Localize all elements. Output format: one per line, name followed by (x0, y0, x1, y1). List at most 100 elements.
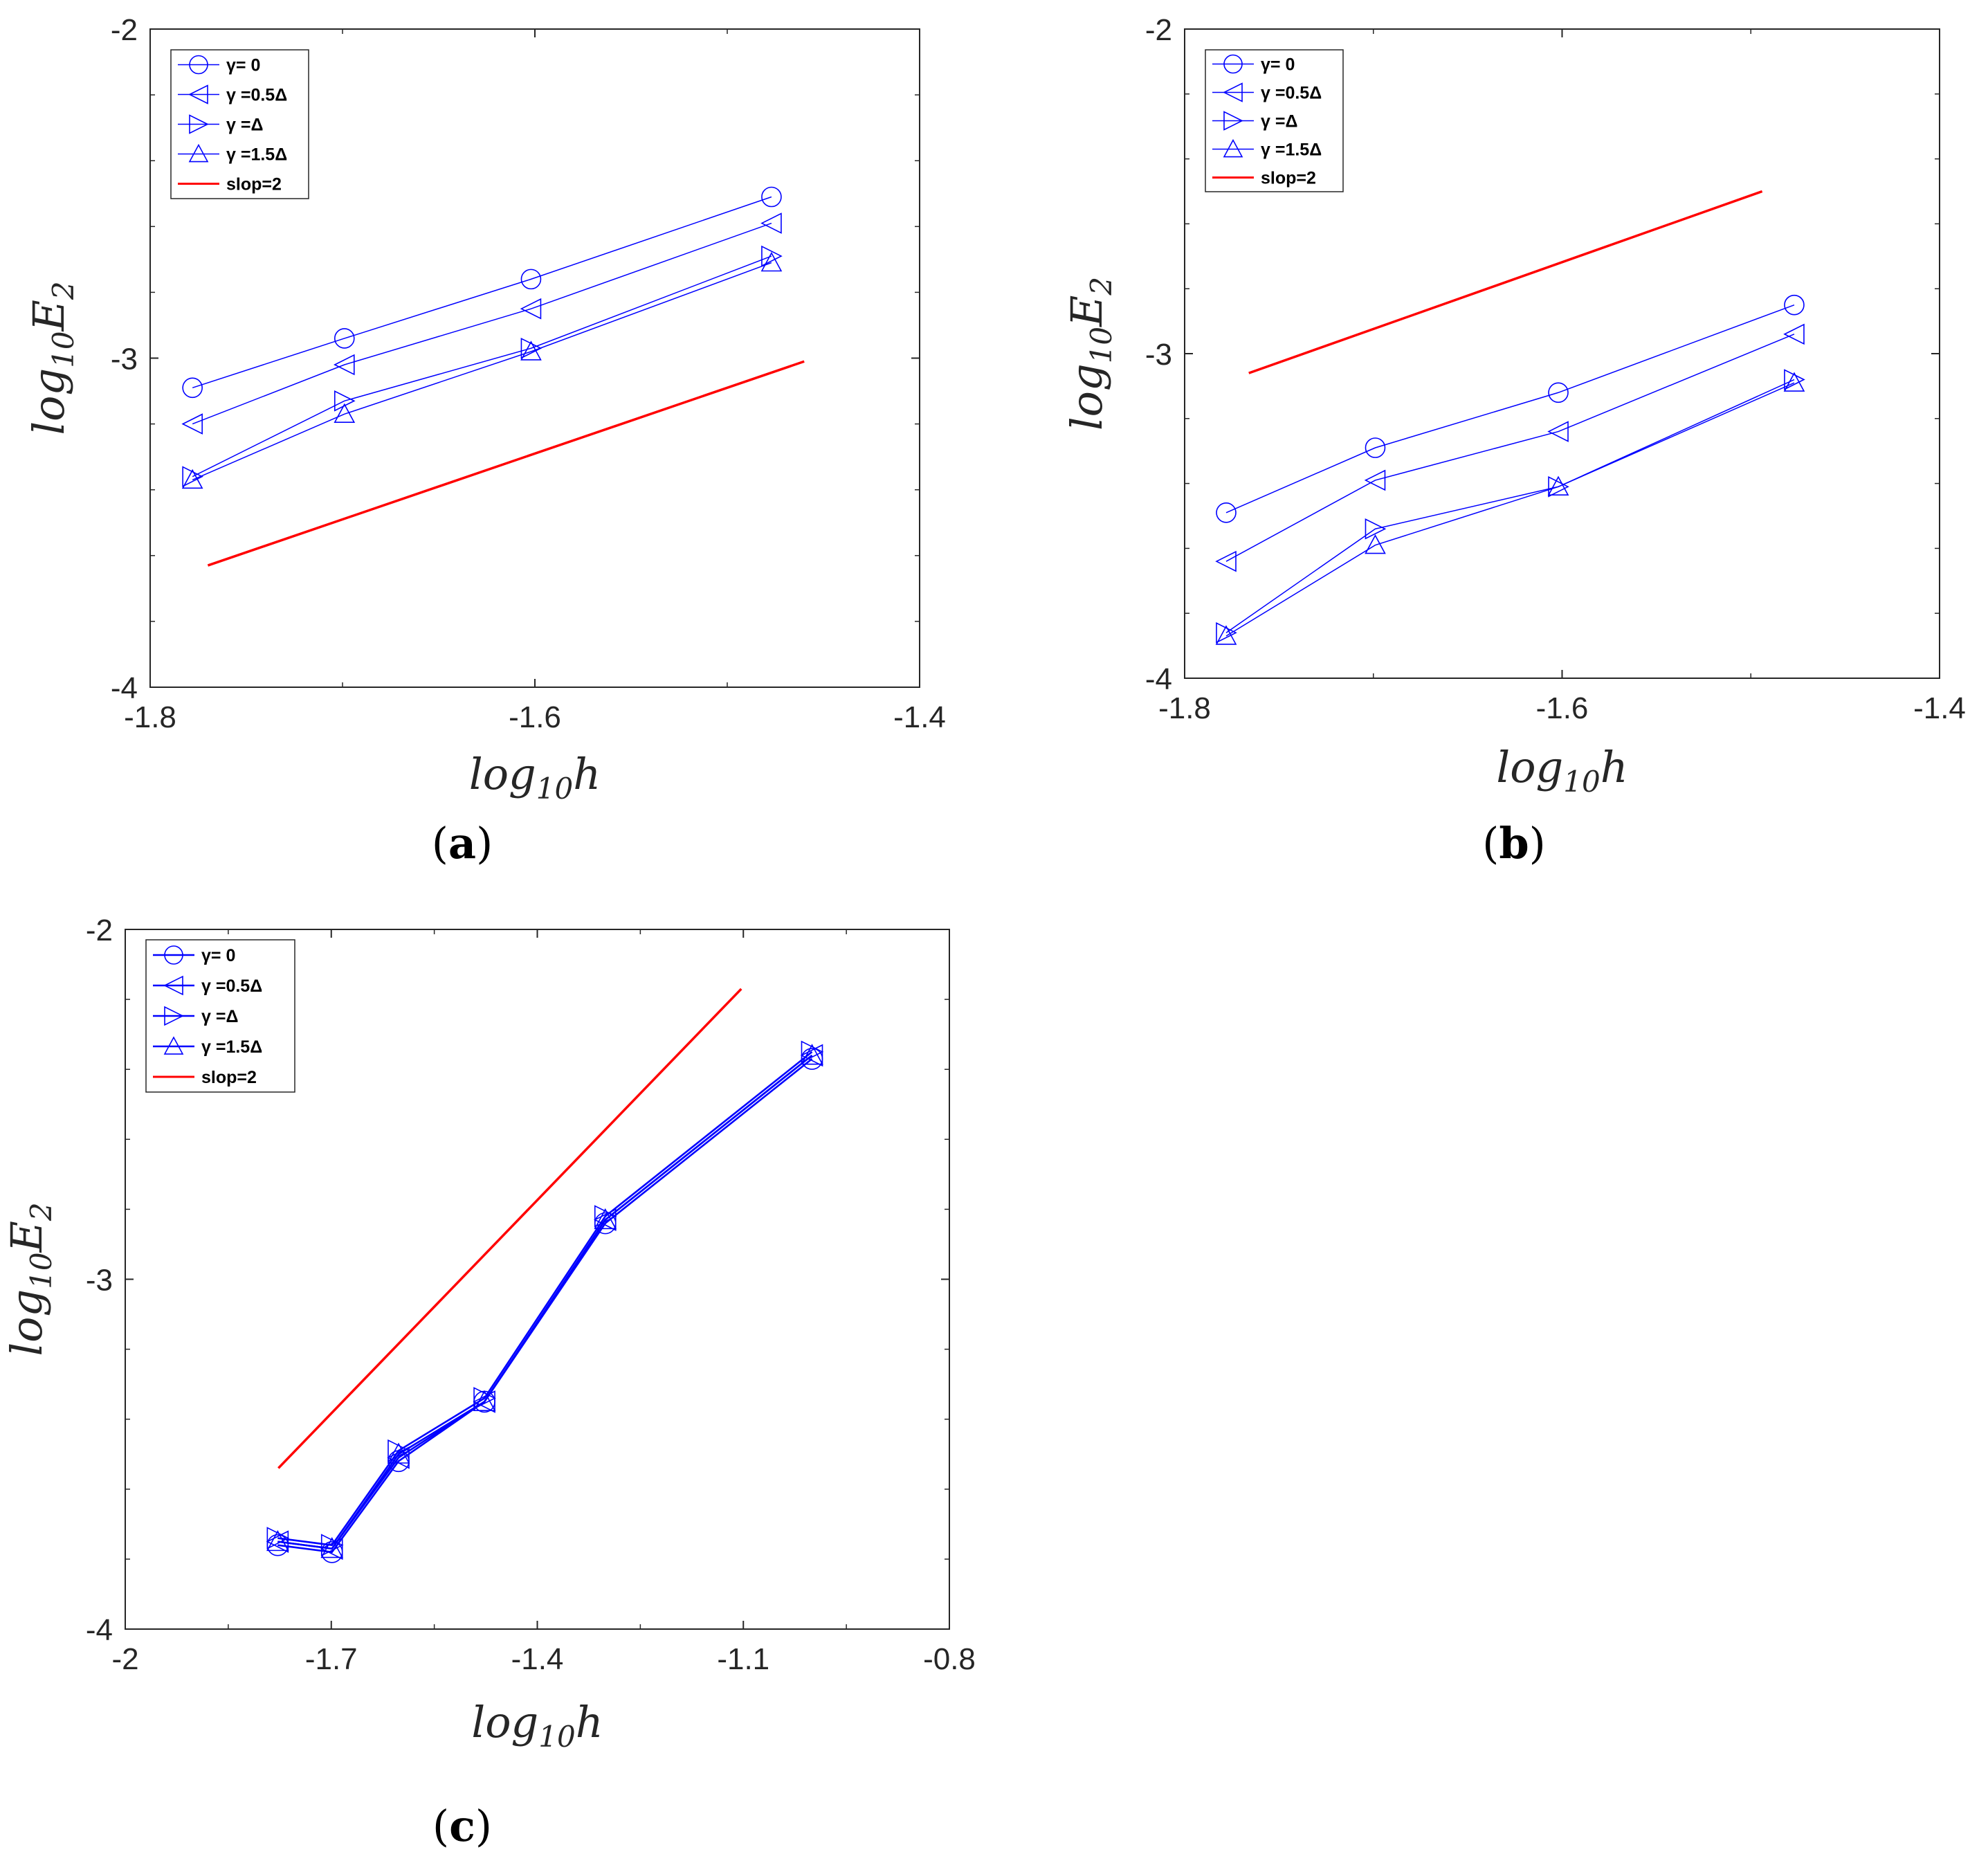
x-tick-label: -1.4 (893, 700, 946, 734)
legend-entry: γ= 0 (1261, 55, 1295, 75)
data-point-triangle-left (593, 1208, 617, 1231)
series-triangle-right (182, 245, 783, 487)
panel-label: (b) (1482, 818, 1546, 869)
data-point-triangle-left (1215, 550, 1237, 572)
data-point-triangle-right (387, 1439, 410, 1462)
series-triangle-right (266, 1040, 824, 1556)
data-point-triangle-left (520, 298, 542, 320)
y-tick-label: -3 (111, 343, 138, 376)
series-line (277, 1054, 813, 1550)
data-point-triangle-right (801, 1040, 824, 1064)
legend-marker-triangle-left (163, 975, 183, 996)
data-point-triangle-left (760, 212, 782, 234)
data-point-triangle-up (387, 1442, 410, 1464)
x-tick-label: -0.8 (923, 1642, 976, 1676)
legend-entry: γ= 0 (201, 946, 235, 965)
data-point-triangle-up (1215, 625, 1237, 645)
x-tick-label: -1.8 (124, 700, 176, 734)
legend-marker-circle (189, 55, 208, 75)
x-tick-label: -1.6 (509, 700, 561, 734)
y-axis-label: log10E2 (1061, 277, 1118, 430)
legend-entry: γ =0.5Δ (201, 976, 262, 996)
series-circle (1216, 294, 1805, 523)
data-point-triangle-right (1365, 518, 1387, 540)
series-line (277, 1058, 813, 1554)
data-point-triangle-left (1364, 469, 1386, 491)
data-point-triangle-right (1548, 475, 1569, 498)
data-point-triangle-up (473, 1390, 496, 1411)
legend-entry: γ =Δ (201, 1007, 238, 1026)
data-point-circle (520, 269, 542, 290)
data-point-triangle-up (181, 469, 203, 489)
x-tick-label: -1.1 (717, 1642, 769, 1676)
legend-marker-triangle-up (1223, 138, 1243, 158)
data-point-triangle-right (594, 1205, 617, 1228)
data-point-triangle-up (594, 1208, 617, 1230)
legend-marker-triangle-left (1223, 82, 1243, 102)
series-line (192, 196, 772, 389)
legend-marker-circle (164, 945, 183, 965)
series-line (277, 1051, 813, 1547)
data-point-circle (1548, 382, 1569, 403)
data-point-triangle-right (1216, 622, 1237, 644)
panel-c: -2 -1.7 -1.4 -1.1 -0.8-4-3-2γ= 0γ =0.5Δγ =Δγ… (1, 914, 976, 1851)
series-triangle-left (1215, 323, 1805, 572)
legend-marker-triangle-right (1223, 111, 1243, 131)
legend: γ= 0 γ =0.5Δ γ =Δ γ =1.5Δ slop=2 (170, 49, 309, 199)
data-point-triangle-left (181, 413, 203, 435)
series-circle (182, 186, 782, 399)
data-point-triangle-up (801, 1044, 823, 1065)
y-tick-label: -4 (111, 671, 138, 705)
y-tick-label: -2 (111, 13, 138, 47)
series-line (1225, 334, 1795, 562)
series-triangle-up (181, 251, 783, 489)
legend-entry: γ =0.5Δ (226, 86, 287, 105)
legend-entry: γ =1.5Δ (226, 145, 287, 165)
data-point-triangle-right (520, 337, 542, 359)
legend-marker-circle (1223, 54, 1243, 74)
legend-entry: γ= 0 (226, 56, 260, 75)
legend-marker-triangle-right (189, 114, 209, 134)
data-point-circle (761, 186, 782, 208)
series-triangle-right (1216, 369, 1805, 644)
legend: γ= 0 γ =0.5Δ γ =Δ γ =1.5Δ slop=2 (145, 939, 295, 1093)
data-point-triangle-left (1783, 323, 1805, 345)
legend-entry: γ =0.5Δ (1261, 84, 1322, 103)
legend-marker-triangle-left (188, 84, 208, 104)
series-line (1225, 379, 1795, 633)
data-point-triangle-right (320, 1534, 344, 1556)
x-axis-label: log10h (469, 749, 601, 806)
panel-b: -1.8 -1.6 -1.4 -4 -3 -2 γ= 0 γ =0.5Δ γ =Δ γ =1.5Δ… (1061, 13, 1966, 869)
data-point-triangle-up (520, 340, 542, 361)
x-tick-label: -1.8 (1158, 691, 1211, 725)
data-point-triangle-up (760, 251, 783, 272)
y-tick-label: -4 (86, 1613, 113, 1647)
x-tick-label: -1.6 (1536, 691, 1589, 725)
data-point-triangle-up (1365, 534, 1386, 554)
series-line (192, 255, 772, 478)
x-axis-label: log10h (1496, 742, 1627, 799)
data-point-circle (1365, 437, 1386, 458)
reference-slope-line (1248, 190, 1763, 374)
y-tick-label: -2 (86, 914, 113, 947)
legend-entry: γ =Δ (226, 116, 263, 135)
data-point-circle (1784, 294, 1805, 316)
reference-slope-line (277, 988, 742, 1469)
data-point-triangle-left (1547, 421, 1569, 442)
data-point-triangle-right (182, 466, 203, 487)
legend-entry-reference: slop=2 (226, 175, 282, 194)
series-triangle-left (181, 212, 782, 435)
series-line (1225, 382, 1795, 637)
panel-a: -1.8 -1.6 -1.4 -4 -3 -2 γ= 0 γ =0.5Δ γ =Δ γ =1.5Δ… (24, 13, 946, 869)
series-line (192, 262, 772, 481)
series-line (192, 222, 772, 425)
data-point-circle (182, 377, 203, 399)
x-tick-label: -1.4 (511, 1642, 564, 1676)
legend-entry: γ =1.5Δ (1261, 140, 1322, 160)
data-point-triangle-right (761, 245, 783, 267)
x-tick-label: -2 (111, 1642, 138, 1676)
data-point-triangle-right (473, 1387, 496, 1410)
data-point-triangle-left (320, 1537, 343, 1561)
panel-label: (c) (432, 1801, 492, 1851)
